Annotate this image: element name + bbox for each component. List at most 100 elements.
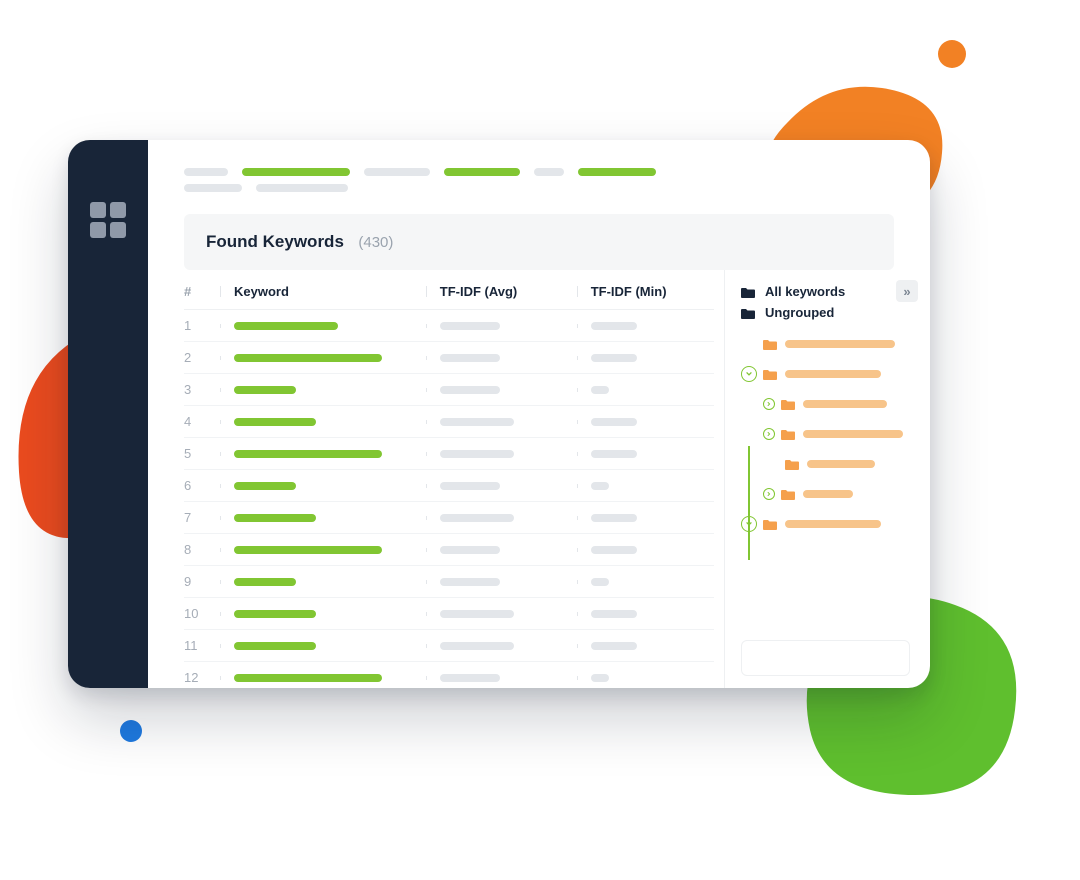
app-window: Found Keywords (430) # Keyword TF-IDF (A… <box>68 140 930 688</box>
col-tfidf-min[interactable]: TF-IDF (Min) <box>577 284 714 299</box>
table-row[interactable]: 8 <box>184 534 714 566</box>
breadcrumb-segment[interactable] <box>444 168 520 176</box>
cell-keyword <box>220 482 426 490</box>
nav-sidebar <box>68 140 148 688</box>
tree-item[interactable] <box>741 486 910 502</box>
table-row[interactable]: 12 <box>184 662 714 688</box>
breadcrumb-segment[interactable] <box>242 168 350 176</box>
tree-item-label <box>785 340 895 348</box>
cell-tfidf-min <box>577 674 714 682</box>
row-index: 5 <box>184 446 220 461</box>
groups-tree <box>741 336 910 640</box>
ungrouped-item[interactable]: Ungrouped <box>741 305 910 320</box>
table-row[interactable]: 4 <box>184 406 714 438</box>
table-row[interactable]: 1 <box>184 310 714 342</box>
ungrouped-label: Ungrouped <box>765 305 834 320</box>
keywords-table: # Keyword TF-IDF (Avg) TF-IDF (Min) 1234… <box>184 270 724 688</box>
folder-icon <box>763 518 777 530</box>
table-row[interactable]: 5 <box>184 438 714 470</box>
chevron-right-icon <box>766 401 772 407</box>
cell-tfidf-min <box>577 610 714 618</box>
col-index[interactable]: # <box>184 284 220 299</box>
cell-tfidf-avg <box>426 322 577 330</box>
cell-tfidf-min <box>577 514 714 522</box>
cell-keyword <box>220 546 426 554</box>
tree-item[interactable] <box>741 366 910 382</box>
row-index: 7 <box>184 510 220 525</box>
keyword-count: (430) <box>358 234 393 251</box>
cell-tfidf-min <box>577 482 714 490</box>
cell-tfidf-avg <box>426 610 577 618</box>
tree-expander[interactable] <box>763 428 775 440</box>
cell-tfidf-min <box>577 450 714 458</box>
cell-keyword <box>220 322 426 330</box>
tree-item[interactable] <box>741 456 910 472</box>
chevron-down-icon <box>745 370 753 378</box>
row-index: 8 <box>184 542 220 557</box>
chevron-right-double-icon: » <box>903 284 910 299</box>
folder-icon <box>781 428 795 440</box>
tree-expander[interactable] <box>741 366 757 382</box>
cell-keyword <box>220 386 426 394</box>
table-row[interactable]: 11 <box>184 630 714 662</box>
cell-tfidf-min <box>577 546 714 554</box>
tree-item[interactable] <box>741 516 910 532</box>
col-tfidf-avg[interactable]: TF-IDF (Avg) <box>426 284 577 299</box>
table-row[interactable]: 7 <box>184 502 714 534</box>
tree-expander[interactable] <box>763 488 775 500</box>
breadcrumb-segment[interactable] <box>184 184 242 192</box>
cell-tfidf-avg <box>426 418 577 426</box>
folder-icon <box>741 286 755 298</box>
cell-tfidf-min <box>577 578 714 586</box>
table-row[interactable]: 10 <box>184 598 714 630</box>
cell-keyword <box>220 354 426 362</box>
blue-dot <box>120 720 142 742</box>
col-keyword[interactable]: Keyword <box>220 284 426 299</box>
tree-item[interactable] <box>741 426 910 442</box>
breadcrumb-segment[interactable] <box>578 168 656 176</box>
dashboard-icon[interactable] <box>90 202 126 238</box>
panel-footer-input[interactable] <box>741 640 910 676</box>
cell-tfidf-min <box>577 354 714 362</box>
cell-tfidf-avg <box>426 674 577 682</box>
folder-icon <box>781 488 795 500</box>
tree-item-label <box>803 430 903 438</box>
breadcrumb-segment[interactable] <box>256 184 348 192</box>
cell-tfidf-min <box>577 322 714 330</box>
section-title: Found Keywords <box>206 232 344 252</box>
folder-icon <box>763 368 777 380</box>
cell-tfidf-avg <box>426 642 577 650</box>
breadcrumb-segment[interactable] <box>534 168 564 176</box>
cell-tfidf-avg <box>426 482 577 490</box>
table-header-row: # Keyword TF-IDF (Avg) TF-IDF (Min) <box>184 270 714 310</box>
all-keywords-item[interactable]: All keywords <box>741 284 910 299</box>
row-index: 9 <box>184 574 220 589</box>
row-index: 1 <box>184 318 220 333</box>
breadcrumb-segment[interactable] <box>364 168 430 176</box>
all-keywords-label: All keywords <box>765 284 845 299</box>
tree-item-label <box>807 460 875 468</box>
groups-panel: » All keywords Ungrouped <box>724 270 930 688</box>
tree-item-label <box>785 370 881 378</box>
cell-tfidf-avg <box>426 546 577 554</box>
cell-keyword <box>220 514 426 522</box>
row-index: 2 <box>184 350 220 365</box>
table-row[interactable]: 3 <box>184 374 714 406</box>
tree-item[interactable] <box>741 336 910 352</box>
cell-tfidf-avg <box>426 578 577 586</box>
cell-keyword <box>220 642 426 650</box>
cell-keyword <box>220 674 426 682</box>
folder-icon <box>763 338 777 350</box>
table-row[interactable]: 9 <box>184 566 714 598</box>
tree-item[interactable] <box>741 396 910 412</box>
row-index: 11 <box>184 638 220 653</box>
row-index: 12 <box>184 670 220 685</box>
table-row[interactable]: 6 <box>184 470 714 502</box>
chevron-right-icon <box>766 431 772 437</box>
table-row[interactable]: 2 <box>184 342 714 374</box>
tree-expander[interactable] <box>763 398 775 410</box>
collapse-panel-button[interactable]: » <box>896 280 918 302</box>
cell-tfidf-min <box>577 642 714 650</box>
breadcrumb-segment[interactable] <box>184 168 228 176</box>
breadcrumb <box>148 168 930 206</box>
